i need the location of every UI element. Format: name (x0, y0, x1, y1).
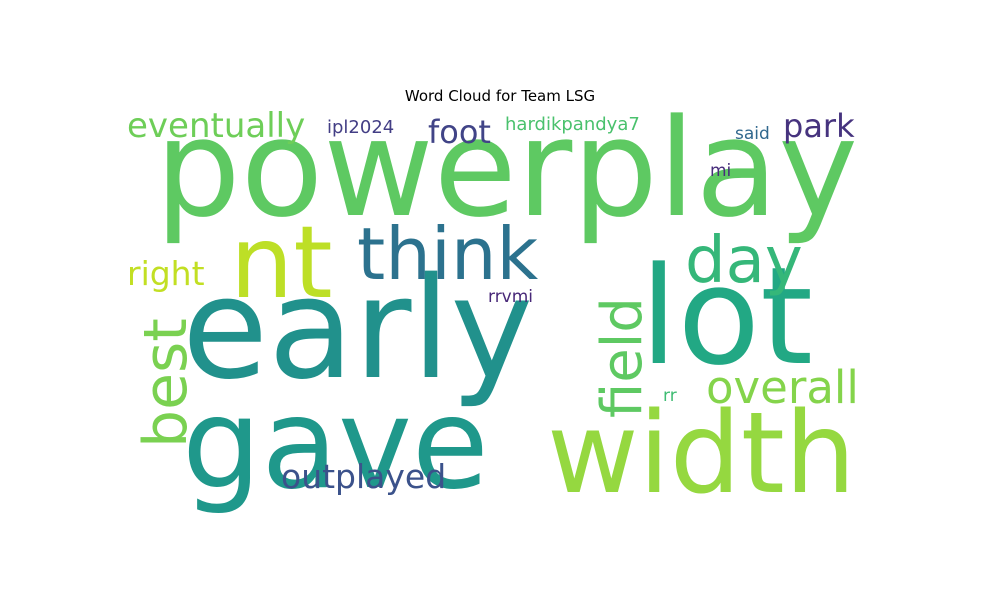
word-width: width (547, 389, 856, 519)
word-early: early (182, 248, 533, 411)
word-mi: mi (710, 161, 731, 181)
word-rr: rr (663, 386, 677, 406)
word-right: right (127, 254, 205, 293)
word-field: field (590, 297, 655, 418)
word-nt: nt (230, 204, 333, 321)
word-said: said (735, 124, 770, 144)
word-powerplay: powerplay (155, 90, 858, 247)
word-rrvmi: rrvmi (488, 287, 533, 307)
word-best: best (131, 318, 201, 448)
word-outplayed: outplayed (281, 457, 446, 496)
word-lot: lot (640, 238, 813, 395)
word-think: think (357, 212, 539, 296)
word-foot: foot (428, 113, 491, 151)
word-ipl2024: ipl2024 (327, 117, 394, 138)
word-overall: overall (706, 361, 859, 414)
chart-title: Word Cloud for Team LSG (404, 87, 596, 105)
word-park: park (783, 107, 855, 145)
word-gave: gave (182, 372, 489, 517)
word-eventually: eventually (127, 106, 305, 146)
word-hardikpandya7: hardikpandya7 (505, 114, 640, 135)
word-day: day (685, 224, 803, 298)
